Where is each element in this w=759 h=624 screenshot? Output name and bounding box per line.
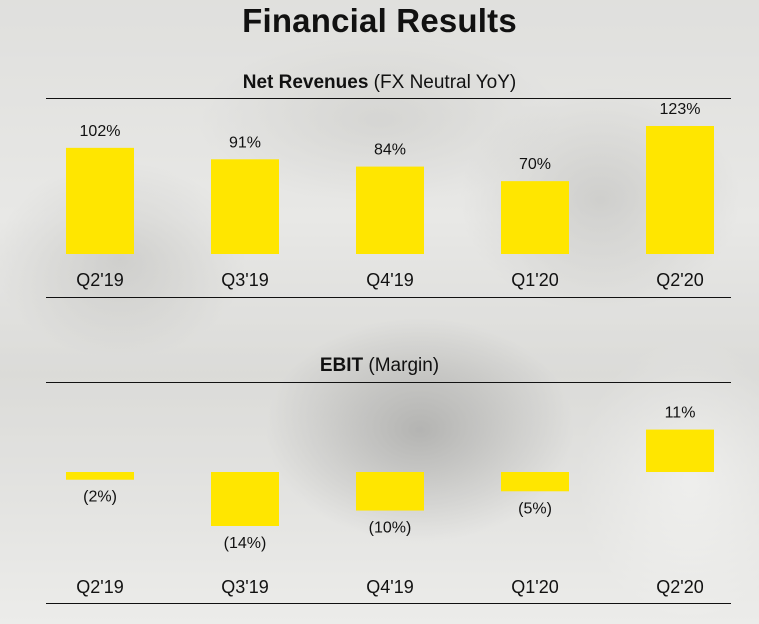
revenue-category-label: Q4'19	[366, 270, 413, 290]
revenue-chart-title: Net Revenues (FX Neutral YoY)	[0, 72, 759, 94]
revenue-value-label: 123%	[660, 101, 701, 118]
ebit-chart: (2%) Q2'19 (14%) Q3'19 (10%) Q4'19 (5%) Q1'20 11…	[66, 405, 714, 597]
revenue-category-label: Q2'20	[656, 270, 703, 290]
revenue-bar	[66, 147, 134, 254]
revenue-bar	[211, 159, 279, 254]
ebit-value-label: (2%)	[83, 489, 117, 506]
ebit-bar	[646, 429, 714, 472]
revenue-value-label: 102%	[80, 123, 121, 140]
ebit-bottom-rule	[46, 603, 731, 604]
revenue-chart-title-bold: Net Revenues	[242, 72, 369, 93]
revenue-chart: 102% Q2'19 91% Q3'19 84% Q4'19 70% Q1'20 123% Q2'…	[66, 101, 714, 290]
ebit-category-label: Q3'19	[221, 577, 268, 597]
ebit-title-rule	[46, 382, 731, 383]
ebit-category-label: Q4'19	[366, 577, 413, 597]
ebit-value-label: (10%)	[369, 520, 412, 537]
ebit-value-label: (14%)	[224, 535, 267, 552]
revenue-bar	[356, 166, 424, 254]
revenue-category-label: Q1'20	[511, 270, 558, 290]
revenue-bottom-rule	[46, 297, 731, 298]
ebit-chart-title: EBIT (Margin)	[0, 355, 759, 377]
ebit-value-label: 11%	[665, 405, 696, 422]
ebit-category-label: Q2'19	[76, 577, 123, 597]
revenue-bar	[501, 181, 569, 254]
revenue-value-label: 91%	[229, 134, 261, 151]
ebit-bar	[501, 472, 569, 492]
revenue-bar	[646, 126, 714, 254]
ebit-chart-title-rest: (Margin)	[363, 355, 440, 376]
revenue-value-label: 70%	[519, 156, 551, 173]
ebit-chart-title-bold: EBIT	[319, 355, 364, 376]
ebit-bar	[211, 472, 279, 526]
revenue-value-label: 84%	[374, 142, 406, 159]
ebit-bar	[66, 472, 134, 480]
ebit-value-label: (5%)	[518, 500, 552, 517]
ebit-bar	[356, 472, 424, 511]
revenue-category-label: Q2'19	[76, 270, 123, 290]
page-title: Financial Results	[242, 2, 517, 39]
revenue-title-rule	[46, 98, 731, 99]
ebit-category-label: Q2'20	[656, 577, 703, 597]
revenue-category-label: Q3'19	[221, 270, 268, 290]
revenue-chart-title-rest: (FX Neutral YoY)	[368, 72, 517, 93]
ebit-category-label: Q1'20	[511, 577, 558, 597]
